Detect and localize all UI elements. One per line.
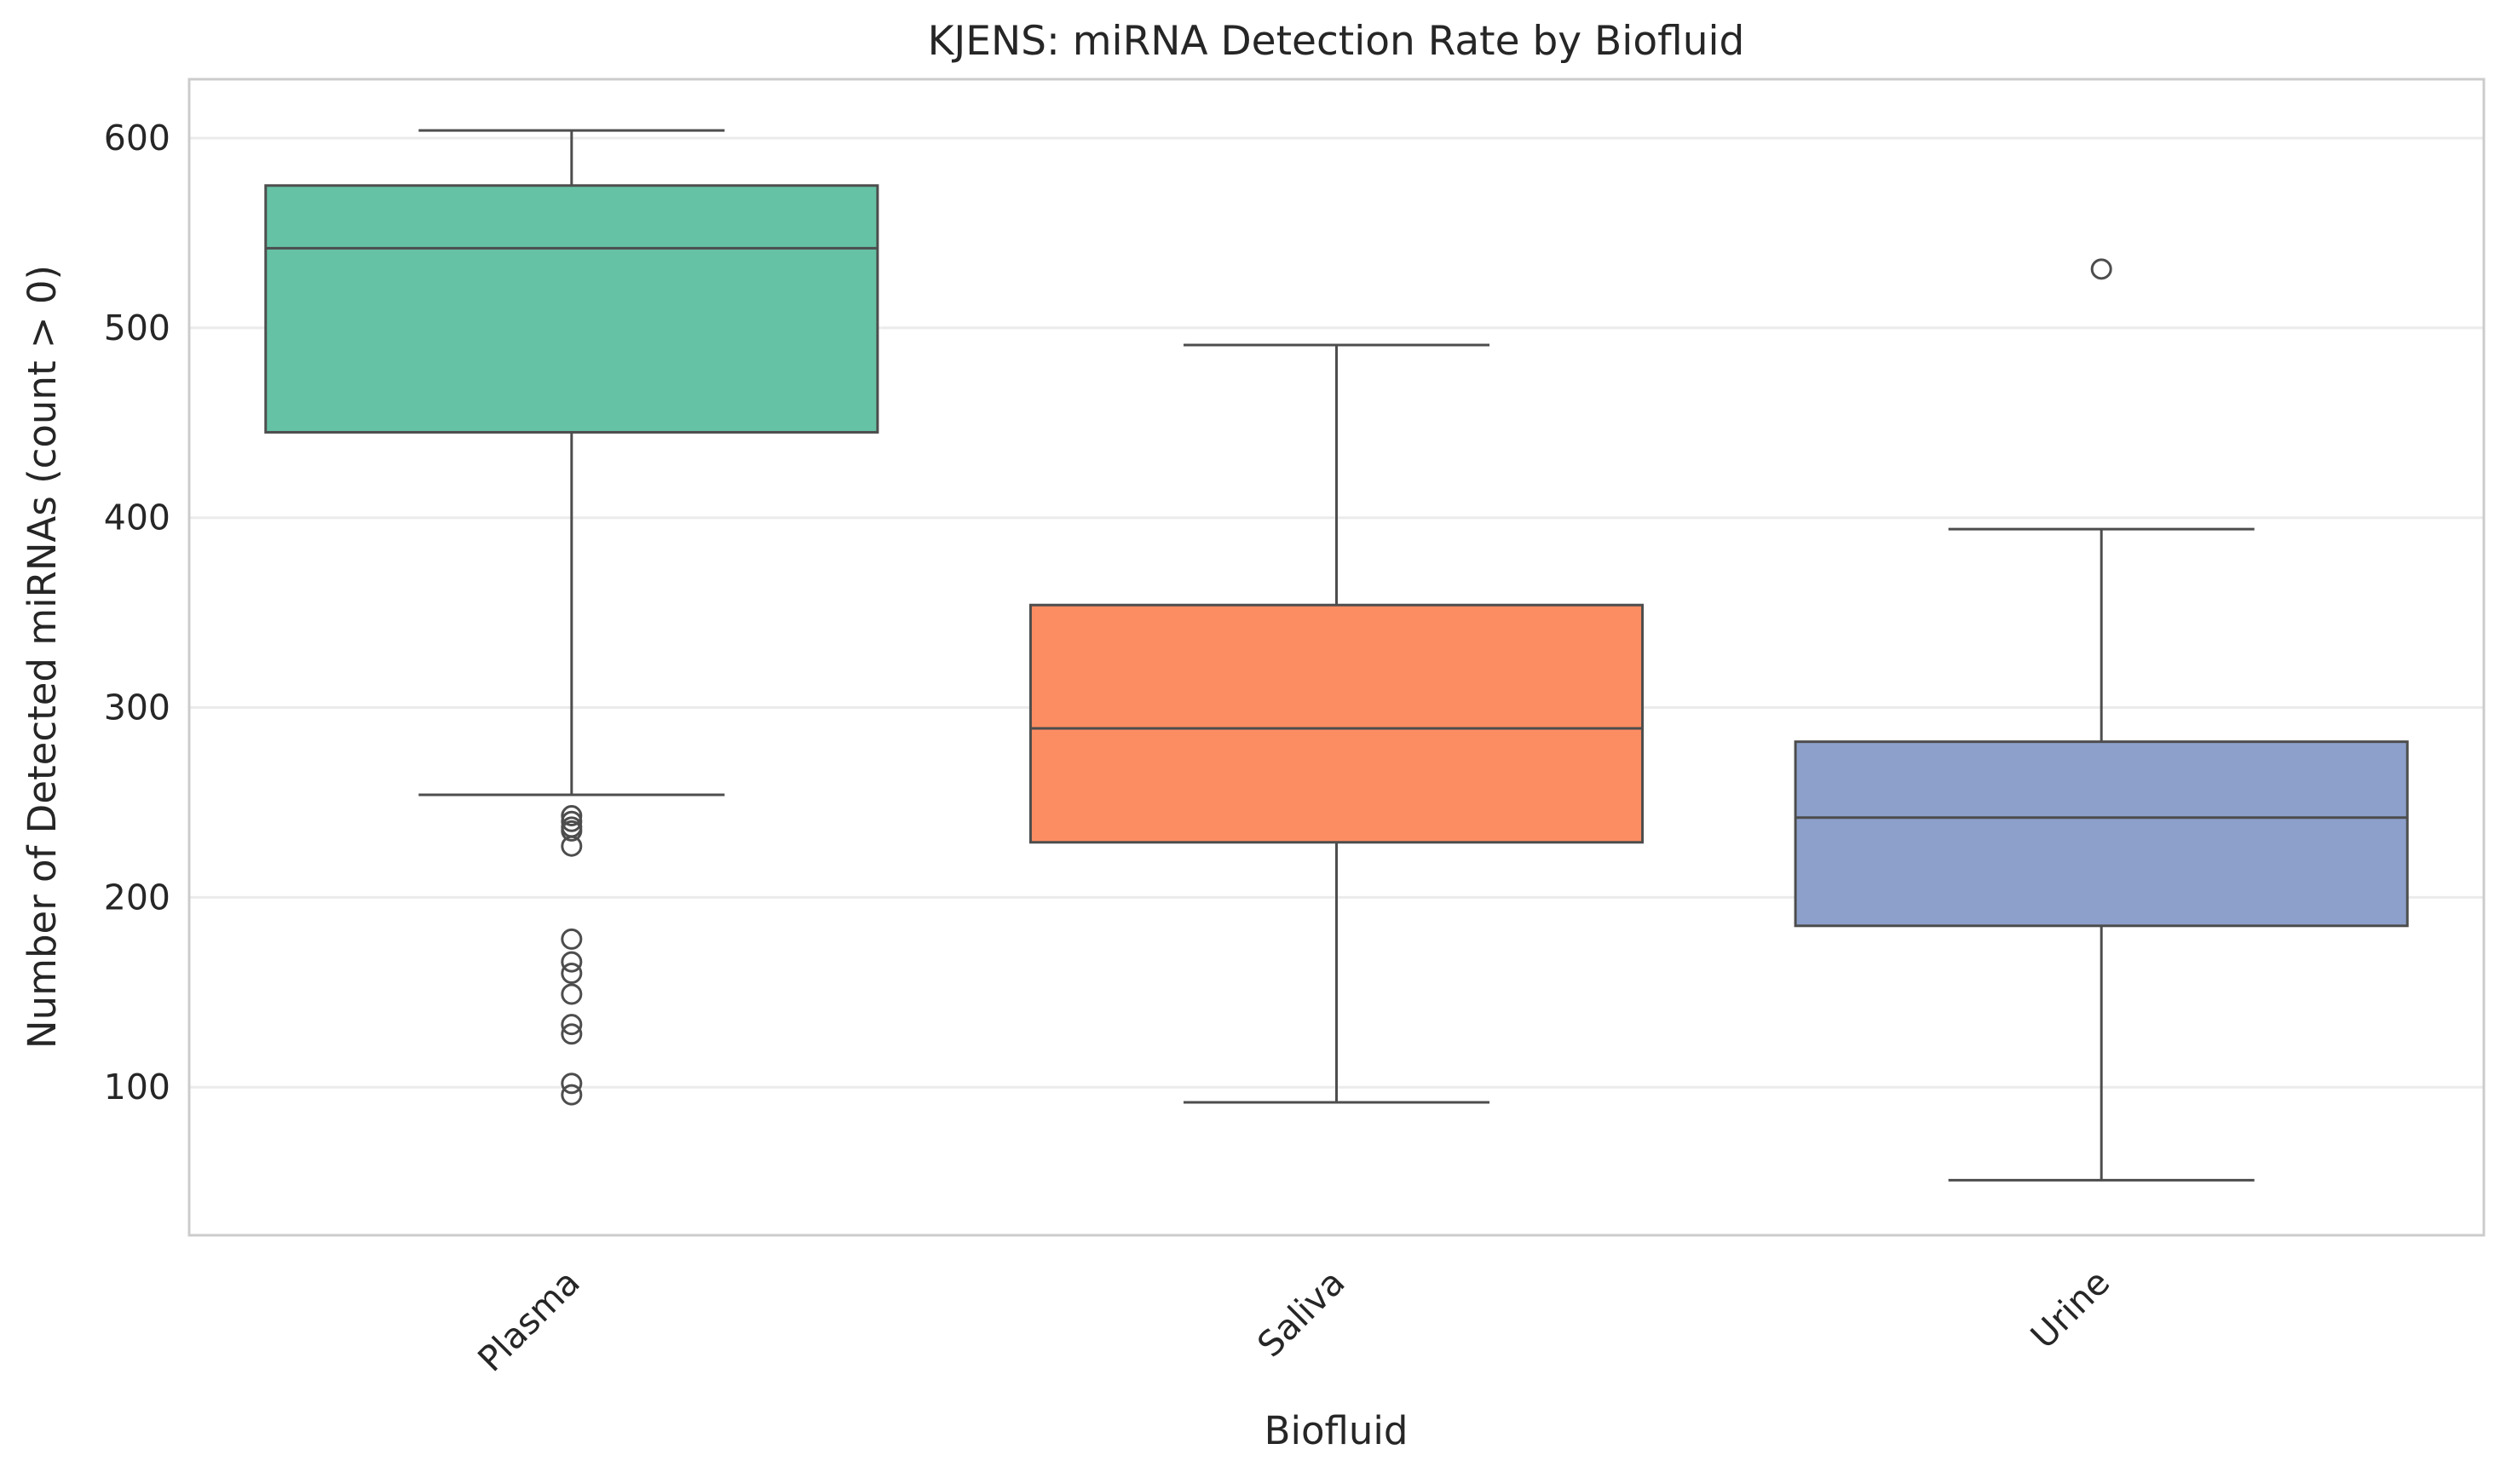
outlier-point bbox=[561, 1014, 583, 1036]
plot-frame bbox=[187, 78, 2486, 1237]
outlier-point bbox=[561, 963, 583, 985]
y-tick-label: 500 bbox=[104, 308, 170, 348]
outlier-point bbox=[561, 1023, 583, 1045]
outlier-point bbox=[561, 951, 583, 973]
box-layer bbox=[264, 129, 2409, 1182]
outlier-point bbox=[561, 810, 583, 832]
iqr-box bbox=[1028, 603, 1645, 844]
outlier-point bbox=[561, 983, 583, 1005]
y-tick-label: 300 bbox=[104, 687, 170, 728]
y-tick-label: 400 bbox=[104, 498, 170, 538]
chart-title: KJENS: miRNA Detection Rate by Biofluid bbox=[928, 18, 1745, 65]
outlier-point bbox=[561, 805, 583, 827]
outlier-point bbox=[2090, 258, 2112, 280]
outlier-point bbox=[561, 928, 583, 950]
x-axis-title: Biofluid bbox=[1265, 1408, 1409, 1453]
iqr-box bbox=[1794, 740, 2409, 928]
box-group-plasma bbox=[264, 129, 879, 1106]
box-group-urine bbox=[1794, 258, 2409, 1182]
y-tick-label: 200 bbox=[104, 877, 170, 917]
y-tick-labels: 100 200 300 400 500 600 bbox=[104, 118, 170, 1107]
outlier-point bbox=[561, 1073, 583, 1095]
box-group-saliva bbox=[1028, 343, 1645, 1104]
iqr-box bbox=[264, 184, 879, 434]
y-tick-label: 100 bbox=[104, 1067, 170, 1107]
outlier-point bbox=[561, 1084, 583, 1106]
y-axis-title: Number of Detected miRNAs (count > 0) bbox=[20, 265, 65, 1049]
outlier-point bbox=[561, 820, 583, 842]
y-tick-label: 600 bbox=[104, 118, 170, 158]
outlier-point bbox=[561, 835, 583, 857]
